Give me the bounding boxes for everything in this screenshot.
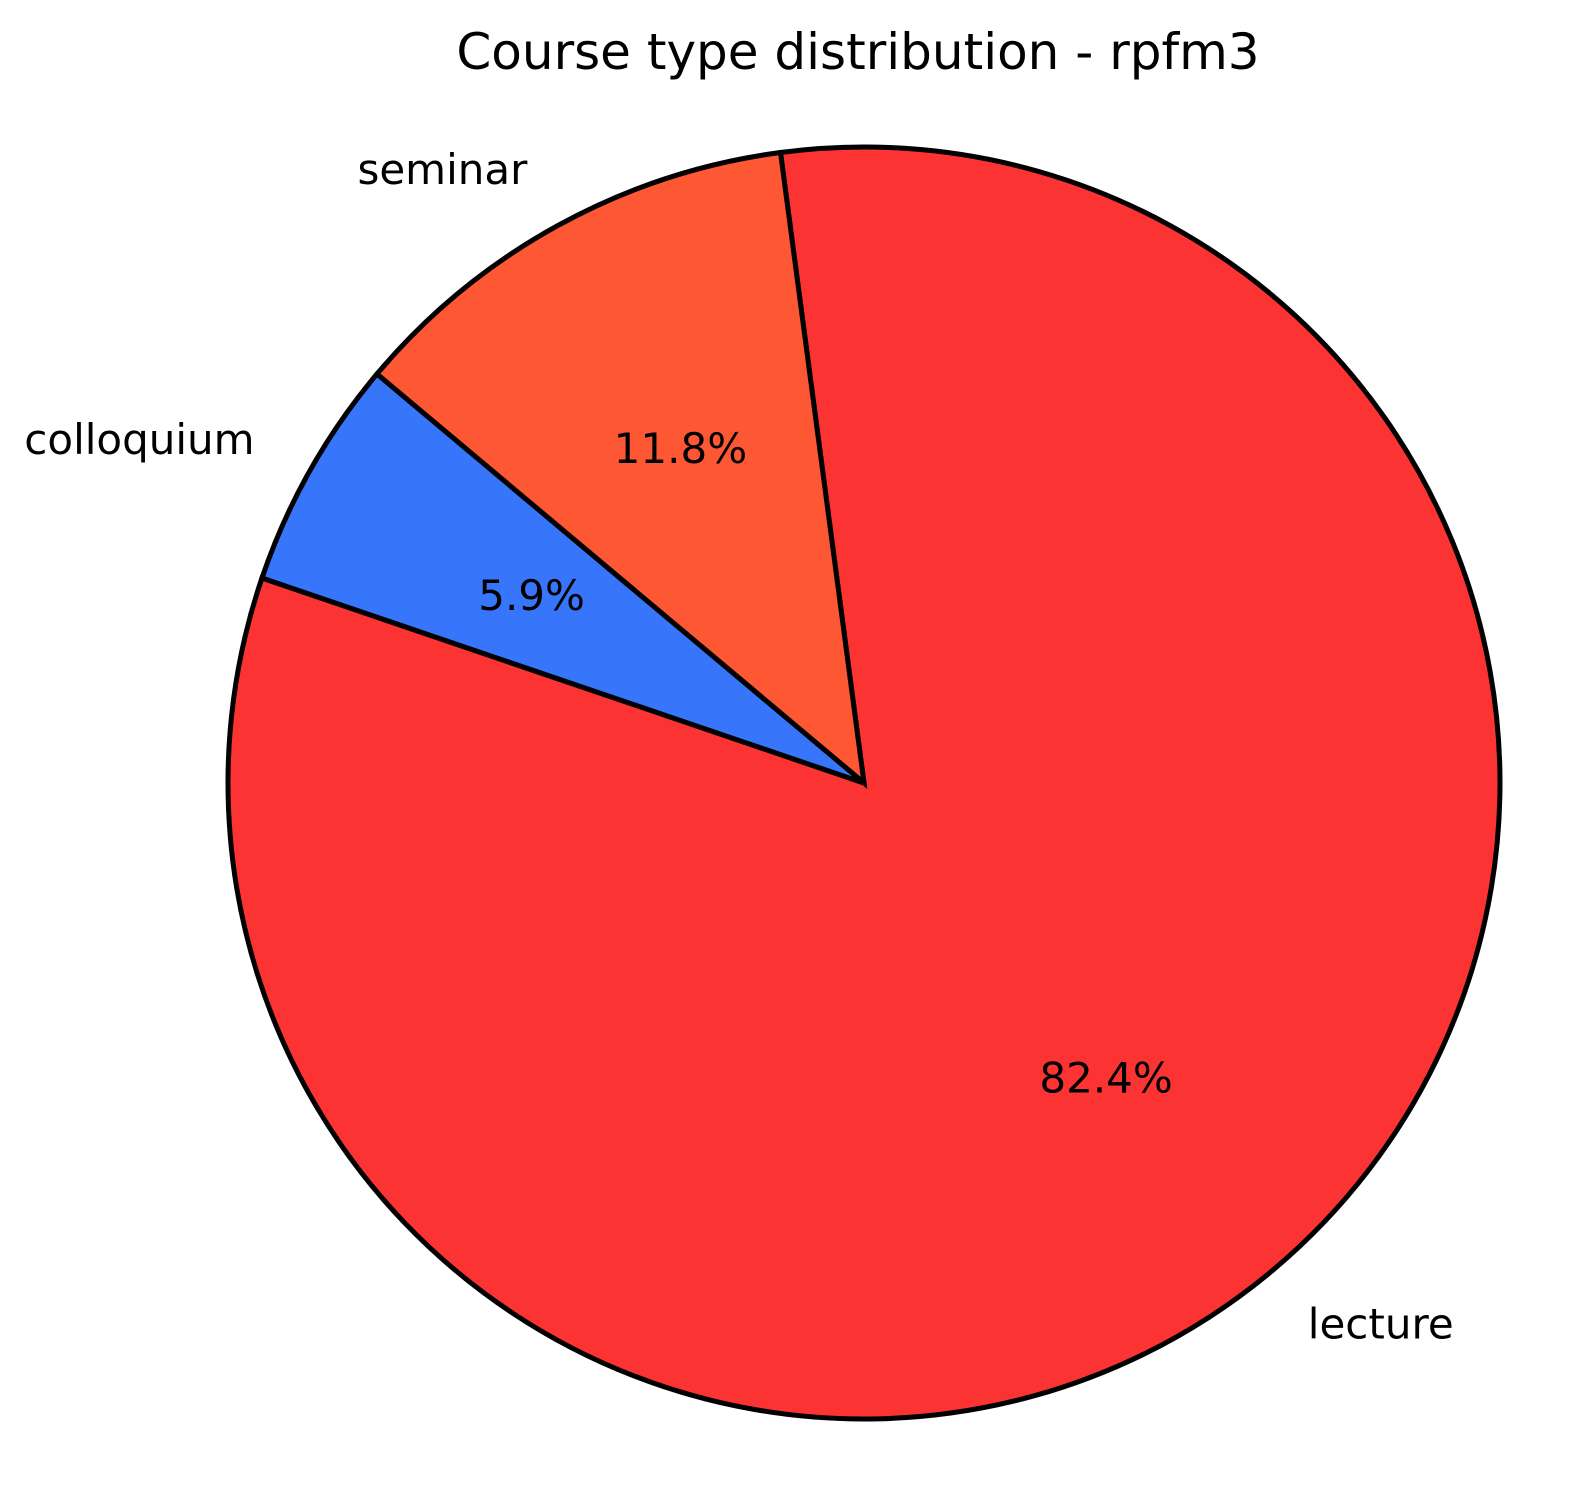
slice-percent-lecture: 82.4% [1039, 1054, 1172, 1103]
pie-slice-seminar [373, 149, 868, 790]
slice-label-colloquium: colloquium [24, 415, 254, 464]
slice-label-lecture: lecture [1308, 1299, 1454, 1348]
chart-title: Course type distribution - rpfm3 [456, 23, 1260, 81]
pie-slice-colloquium [258, 370, 866, 786]
slice-label-seminar: seminar [357, 145, 528, 194]
slice-percent-colloquium: 5.9% [478, 571, 585, 620]
slice-percent-seminar: 11.8% [614, 424, 747, 473]
pie-slice-lecture [225, 144, 1503, 1422]
